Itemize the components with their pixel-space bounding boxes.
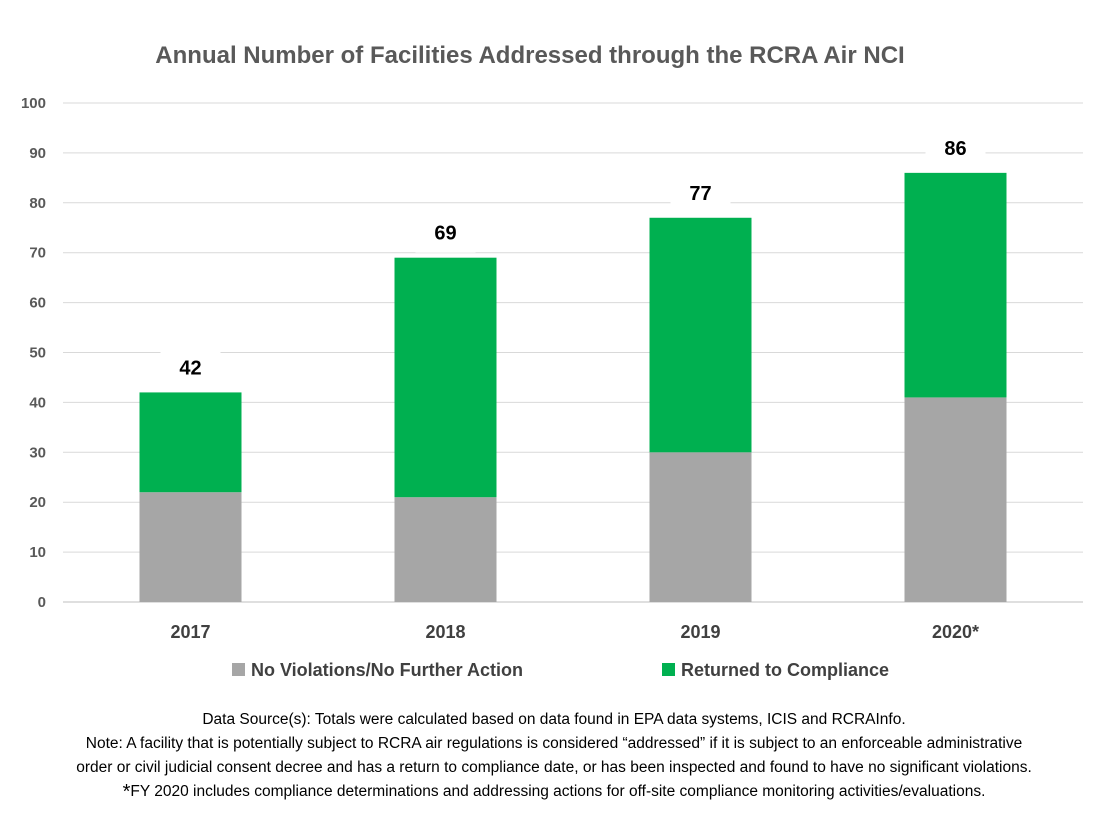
bar-returned-to-compliance: [904, 172, 1007, 398]
footnote-mark: *: [122, 781, 131, 803]
y-tick-label: 100: [21, 95, 46, 112]
bar-no-violations: [394, 497, 497, 602]
footnote-text: FY 2020 includes compliance determinatio…: [130, 783, 986, 800]
y-tick-label: 80: [29, 195, 46, 212]
legend-swatch: [232, 663, 245, 676]
legend-label: No Violations/No Further Action: [251, 660, 523, 680]
legend-label: Returned to Compliance: [681, 660, 889, 680]
note-line-2: order or civil judicial consent decree a…: [76, 759, 1032, 776]
bar-no-violations: [649, 452, 752, 602]
chart-title: Annual Number of Facilities Addressed th…: [155, 42, 904, 69]
bar-no-violations: [904, 397, 1007, 602]
y-tick-label: 0: [38, 594, 46, 611]
total-label: 69: [434, 223, 456, 245]
total-label-bg: [160, 347, 221, 388]
chart-notes: Data Source(s): Totals were calculated b…: [0, 708, 1108, 804]
y-tick-label: 40: [29, 394, 46, 411]
total-label: 77: [689, 183, 711, 205]
y-tick-label: 60: [29, 295, 46, 312]
total-label: 42: [179, 357, 201, 379]
total-label-bg: [670, 172, 731, 213]
bars: [139, 172, 1007, 602]
bar-returned-to-compliance: [394, 257, 497, 498]
y-tick-label: 30: [29, 444, 46, 461]
x-tick-label: 2019: [680, 622, 720, 642]
bar-returned-to-compliance: [649, 217, 752, 453]
note-line-1: Note: A facility that is potentially sub…: [85, 735, 1023, 752]
data-labels: 42 2017 69 2018 77 2019 86 2020*: [160, 127, 986, 642]
y-tick-label: 20: [29, 494, 46, 511]
legend-swatch: [662, 663, 675, 676]
x-tick-label: 2018: [425, 622, 465, 642]
data-source-note: Data Source(s): Totals were calculated b…: [202, 711, 906, 728]
legend: No Violations/No Further Action Returned …: [232, 660, 889, 680]
bar-no-violations: [139, 492, 242, 602]
y-tick-label: 70: [29, 245, 46, 262]
bar-returned-to-compliance: [139, 392, 242, 493]
total-label: 86: [944, 138, 966, 160]
y-tick-label: 90: [29, 145, 46, 162]
x-tick-label: 2020*: [932, 622, 979, 642]
total-label-bg: [415, 212, 476, 253]
chart: Annual Number of Facilities Addressed th…: [21, 42, 1083, 680]
y-tick-label: 10: [29, 544, 46, 561]
x-tick-label: 2017: [170, 622, 210, 642]
footnote: *FY 2020 includes compliance determinati…: [0, 780, 1108, 804]
y-tick-label: 50: [29, 345, 46, 362]
total-label-bg: [925, 127, 986, 168]
